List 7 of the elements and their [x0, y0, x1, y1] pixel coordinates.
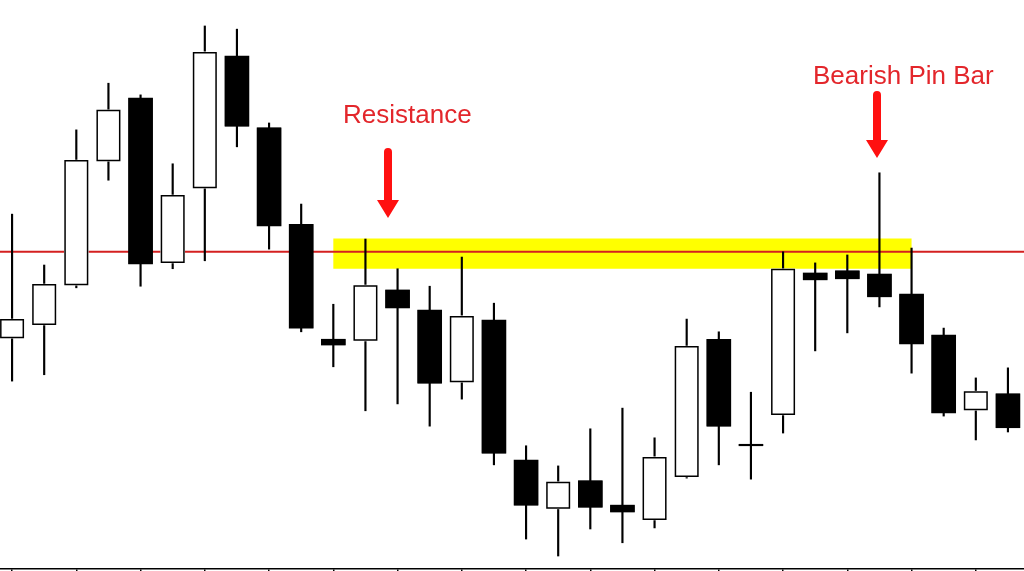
candlestick	[353, 238, 378, 412]
candlestick	[738, 391, 764, 480]
annotation: Resistance	[343, 99, 472, 129]
candlestick	[610, 407, 635, 544]
candlestick	[385, 268, 410, 405]
annotation: Bearish Pin Bar	[813, 60, 994, 90]
candlestick	[867, 172, 892, 308]
